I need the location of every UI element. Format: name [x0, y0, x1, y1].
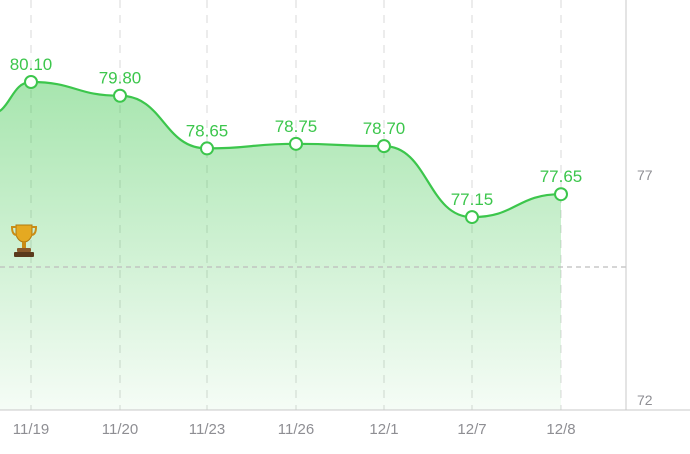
trophy-icon	[10, 224, 38, 257]
data-label: 78.70	[363, 119, 406, 138]
series-line	[0, 80, 562, 219]
data-point	[24, 75, 38, 89]
y-tick-label: 72	[637, 392, 653, 408]
data-point	[289, 136, 303, 151]
x-tick-label: 11/20	[102, 421, 138, 438]
data-point	[465, 210, 479, 225]
x-tick-label: 11/26	[278, 421, 314, 438]
x-tick-label: 12/7	[457, 421, 486, 438]
x-tick-label: 11/23	[189, 421, 225, 438]
data-label: 78.65	[186, 121, 229, 140]
data-label: 77.65	[540, 167, 583, 186]
data-point	[200, 141, 214, 156]
data-point	[113, 88, 127, 103]
data-label: 77.15	[451, 190, 494, 209]
data-point	[377, 139, 391, 154]
data-label: 78.75	[275, 117, 318, 136]
y-tick-label: 77	[637, 167, 653, 183]
data-point	[554, 187, 568, 202]
x-tick-label: 12/1	[369, 421, 398, 438]
area-fill	[0, 82, 561, 410]
data-label: 79.80	[99, 69, 142, 88]
x-tick-label: 11/19	[13, 421, 49, 438]
x-tick-label: 12/8	[546, 421, 575, 438]
data-label: 80.10	[10, 55, 53, 74]
